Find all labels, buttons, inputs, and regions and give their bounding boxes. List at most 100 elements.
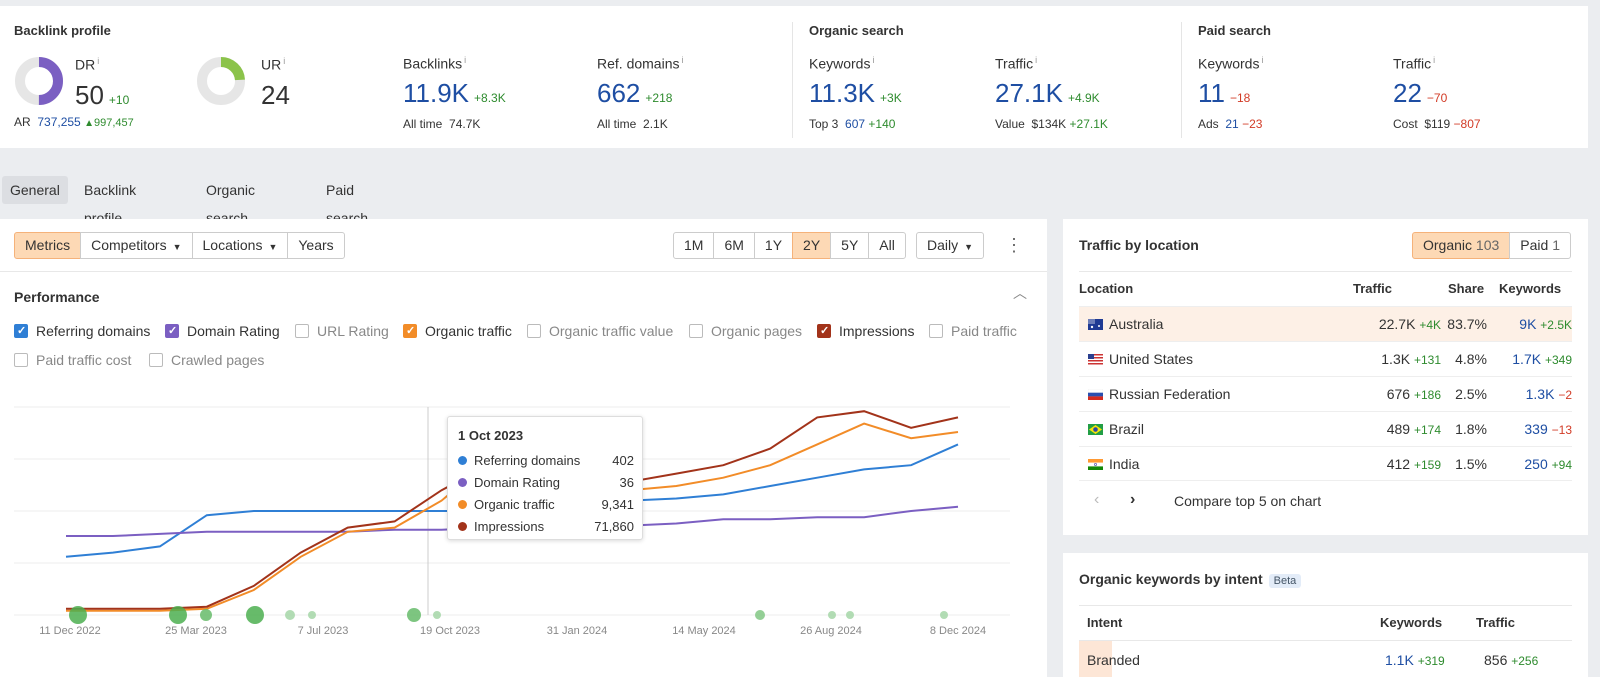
beta-badge: Beta xyxy=(1268,574,1302,588)
range-button-group: 1M 6M 1Y 2Y 5Y All xyxy=(673,232,906,259)
tab-paid-search[interactable]: Paid search xyxy=(326,182,369,226)
range-6m-button[interactable]: 6M xyxy=(713,232,755,259)
intent-card: Organic keywords by intent Beta Intent Ke… xyxy=(1063,553,1588,677)
column-header-keywords[interactable]: Keywords xyxy=(1380,615,1443,630)
next-chevron-icon[interactable]: › xyxy=(1130,491,1136,508)
range-2y-button[interactable]: 2Y xyxy=(792,232,832,259)
checkbox-checked-icon xyxy=(817,324,831,338)
table-row[interactable]: United States 1.3K +131 4.8% 1.7K +349 xyxy=(1079,341,1572,376)
checkbox-checked-icon xyxy=(14,324,28,338)
prev-chevron-icon[interactable]: ‹ xyxy=(1094,491,1100,508)
range-all-button[interactable]: All xyxy=(868,232,906,259)
series-dot-icon xyxy=(458,478,467,487)
metric-toggle-organic-traffic[interactable]: Organic traffic xyxy=(403,323,512,339)
checkbox-icon xyxy=(689,324,703,338)
table-row[interactable]: Brazil 489 +174 1.8% 339 −13 xyxy=(1079,411,1572,446)
checkbox-icon xyxy=(929,324,943,338)
column-header-share[interactable]: Share xyxy=(1448,281,1485,296)
compare-top5-link[interactable]: Compare top 5 on chart xyxy=(1174,493,1322,509)
backlinks-label: Backlinks i xyxy=(403,55,467,72)
competitors-button[interactable]: Competitors ▼ xyxy=(80,232,193,259)
annotation-marker xyxy=(755,610,765,620)
more-vertical-icon[interactable]: ⋮ xyxy=(1005,235,1023,255)
ref-domains-alltime: All time 2.1K xyxy=(597,117,668,131)
ur-value[interactable]: 24 xyxy=(261,80,290,110)
ur-donut-icon xyxy=(197,57,245,105)
organic-keywords-value[interactable]: 11.3K +3K xyxy=(809,78,902,108)
metric-toggle-domain-rating[interactable]: Domain Rating xyxy=(165,323,280,339)
paid-ads-row: Ads 21 −23 xyxy=(1198,117,1263,131)
tooltip-row: Referring domains 402 xyxy=(458,453,634,468)
column-header-traffic[interactable]: Traffic xyxy=(1476,615,1516,630)
dr-label[interactable]: DR i xyxy=(75,56,100,73)
annotation-marker xyxy=(169,606,187,624)
metric-toggle-crawled-pages[interactable]: Crawled pages xyxy=(149,352,264,368)
collapse-chevron-icon[interactable]: ︿ xyxy=(1013,285,1027,301)
intent-branded-keywords[interactable]: 1.1K +319 xyxy=(1385,652,1445,668)
organic-traffic-value-row: Value $134K +27.1K xyxy=(995,117,1108,131)
years-button[interactable]: Years xyxy=(287,232,345,259)
ref-domains-label: Ref. domains i xyxy=(597,55,684,72)
checkbox-checked-icon xyxy=(403,324,417,338)
metric-toggle-referring-domains[interactable]: Referring domains xyxy=(14,323,150,339)
paid-traffic-label: Traffic i xyxy=(1393,55,1436,72)
range-5y-button[interactable]: 5Y xyxy=(830,232,870,259)
divider xyxy=(0,271,1047,272)
granularity-dropdown[interactable]: Daily ▼ xyxy=(916,232,985,259)
caret-down-icon: ▼ xyxy=(172,242,182,252)
flag-australia-icon xyxy=(1088,319,1103,330)
annotation-marker xyxy=(200,609,212,621)
dr-value[interactable]: 50 +10 xyxy=(75,80,130,110)
view-button-group: Metrics Competitors ▼ Locations ▼ Years xyxy=(14,232,345,259)
table-row[interactable]: Australia 22.7K +4K 83.7% 9K +2.5K xyxy=(1079,306,1572,341)
metric-toggle-organic-traffic-value[interactable]: Organic traffic value xyxy=(527,323,673,339)
paid-keywords-value[interactable]: 11 −18 xyxy=(1198,78,1251,108)
table-row[interactable]: Russian Federation 676 +186 2.5% 1.3K −2 xyxy=(1079,376,1572,411)
backlinks-value[interactable]: 11.9K +8.3K xyxy=(403,78,506,108)
annotation-marker xyxy=(285,610,295,620)
range-1y-button[interactable]: 1Y xyxy=(753,232,794,259)
metric-toggle-paid-traffic-cost[interactable]: Paid traffic cost xyxy=(14,352,131,368)
column-header-keywords[interactable]: Keywords xyxy=(1499,281,1562,296)
tooltip-row: Domain Rating 36 xyxy=(458,475,634,490)
metric-toggle-url-rating[interactable]: URL Rating xyxy=(295,323,389,339)
locations-button[interactable]: Locations ▼ xyxy=(191,232,289,259)
tab-organic-search[interactable]: Organic search xyxy=(206,182,256,226)
x-tick-label: 7 Jul 2023 xyxy=(298,625,349,637)
checkbox-checked-icon xyxy=(165,324,179,338)
metric-toggle-impressions[interactable]: Impressions xyxy=(817,323,914,339)
ur-label[interactable]: UR i xyxy=(261,56,286,73)
column-header-traffic[interactable]: Traffic xyxy=(1353,281,1393,296)
paid-keywords-label: Keywords i xyxy=(1198,55,1264,72)
metric-toggle-organic-pages[interactable]: Organic pages xyxy=(689,323,802,339)
intent-title: Organic keywords by intent Beta xyxy=(1079,571,1302,588)
annotation-marker xyxy=(846,611,854,619)
column-header-location[interactable]: Location xyxy=(1079,281,1134,296)
divider xyxy=(1181,22,1182,138)
divider xyxy=(1079,271,1572,272)
traffic-by-location-card: Traffic by location Organic 103 Paid 1 L… xyxy=(1063,219,1588,535)
tab-general[interactable]: General xyxy=(2,176,68,204)
metric-toggle-paid-traffic[interactable]: Paid traffic xyxy=(929,323,1017,339)
organic-traffic-value[interactable]: 27.1K +4.9K xyxy=(995,78,1100,108)
checkbox-icon xyxy=(295,324,309,338)
metrics-button[interactable]: Metrics xyxy=(14,232,82,259)
organic-traffic-label: Traffic i xyxy=(995,55,1038,72)
intent-branded-label[interactable]: Branded xyxy=(1087,652,1140,668)
table-row[interactable]: India 412 +159 1.5% 250 +94 xyxy=(1079,446,1572,481)
x-tick-label: 14 May 2024 xyxy=(672,625,736,637)
intent-branded-traffic: 856 +256 xyxy=(1484,652,1539,668)
paid-toggle-button[interactable]: Paid 1 xyxy=(1509,232,1571,259)
ref-domains-value[interactable]: 662 +218 xyxy=(597,78,673,108)
tooltip-row: Impressions 71,860 xyxy=(458,519,634,534)
x-tick-label: 8 Dec 2024 xyxy=(930,625,986,637)
column-header-intent[interactable]: Intent xyxy=(1087,615,1123,630)
checkbox-icon xyxy=(14,353,28,367)
series-dot-icon xyxy=(458,456,467,465)
range-1m-button[interactable]: 1M xyxy=(673,232,715,259)
organic-toggle-button[interactable]: Organic 103 xyxy=(1412,232,1511,259)
ar-row: AR 737,255 ▲997,457 xyxy=(14,115,134,129)
organic-top3: Top 3 607 +140 xyxy=(809,117,896,131)
paid-traffic-value[interactable]: 22 −70 xyxy=(1393,78,1448,108)
tab-backlink-profile[interactable]: Backlink profile xyxy=(84,182,137,226)
